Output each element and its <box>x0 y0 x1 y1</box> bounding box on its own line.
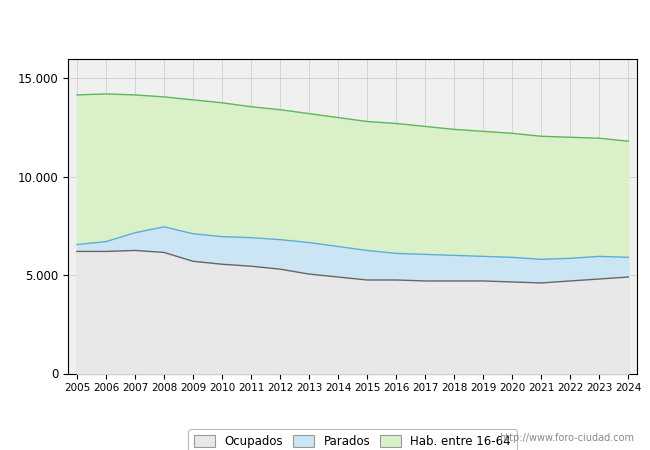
Text: A Estrada - Evolucion de la poblacion en edad de Trabajar Mayo de 2024: A Estrada - Evolucion de la poblacion en… <box>83 17 567 30</box>
Text: http://www.foro-ciudad.com: http://www.foro-ciudad.com <box>499 433 634 443</box>
Text: FORO-CIUDAD.COM: FORO-CIUDAD.COM <box>216 204 489 228</box>
Legend: Ocupados, Parados, Hab. entre 16-64: Ocupados, Parados, Hab. entre 16-64 <box>188 429 517 450</box>
